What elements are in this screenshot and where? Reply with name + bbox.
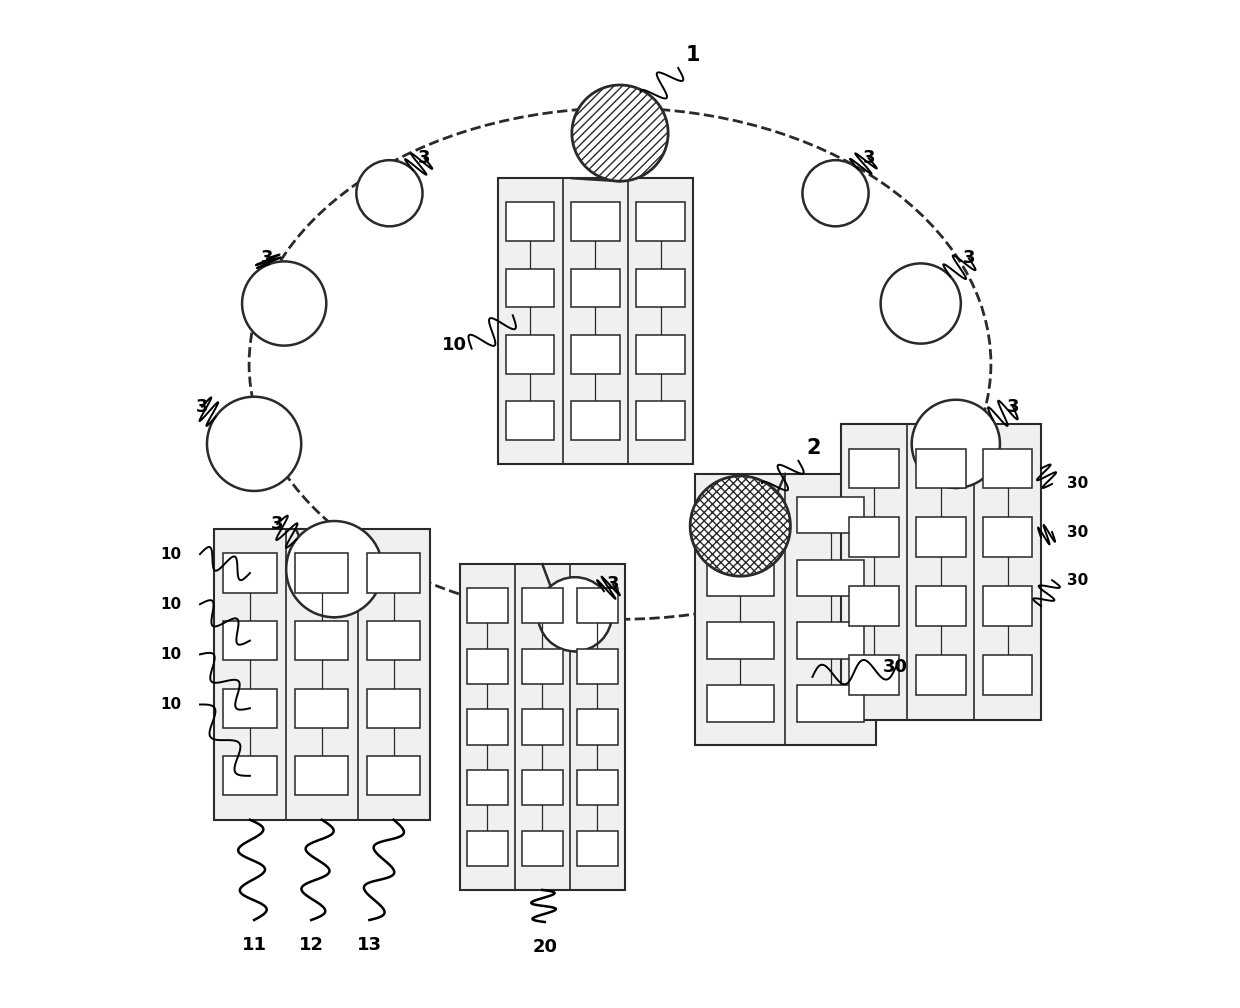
Text: 11: 11 [242, 936, 267, 955]
Bar [506, 335, 554, 374]
Bar [522, 770, 563, 805]
Text: 13: 13 [357, 936, 382, 955]
Text: 12: 12 [299, 936, 324, 955]
Bar [707, 623, 774, 659]
Bar [497, 178, 693, 464]
Text: 3: 3 [606, 576, 619, 593]
Circle shape [802, 160, 868, 227]
Bar [849, 449, 899, 489]
Bar [572, 268, 620, 307]
Bar [367, 553, 420, 593]
Circle shape [538, 578, 613, 651]
Bar [367, 688, 420, 728]
Bar [506, 203, 554, 241]
Bar [506, 401, 554, 439]
Text: 10: 10 [161, 597, 182, 612]
Text: 30: 30 [1068, 524, 1089, 539]
Bar [572, 203, 620, 241]
Bar [223, 621, 277, 660]
Text: 10: 10 [161, 647, 182, 662]
Bar [636, 203, 684, 241]
Bar [797, 559, 864, 596]
Bar [522, 589, 563, 623]
Bar [707, 497, 774, 533]
Circle shape [691, 476, 790, 577]
Text: 10: 10 [441, 336, 466, 354]
Bar [916, 449, 966, 489]
Circle shape [242, 261, 326, 346]
Text: 3: 3 [260, 249, 273, 267]
Bar [983, 655, 1033, 695]
Bar [577, 649, 618, 684]
Circle shape [356, 160, 423, 227]
Bar [577, 831, 618, 866]
Text: 3: 3 [862, 149, 875, 167]
Bar [797, 623, 864, 659]
Circle shape [572, 85, 668, 181]
Bar [466, 649, 507, 684]
Bar [636, 335, 684, 374]
Text: 3: 3 [962, 249, 975, 267]
Bar [797, 685, 864, 722]
Bar [522, 710, 563, 745]
Text: 2: 2 [806, 437, 821, 458]
Bar [572, 401, 620, 439]
Bar [849, 655, 899, 695]
Text: 3: 3 [196, 398, 208, 415]
Circle shape [286, 521, 382, 617]
Bar [295, 756, 348, 795]
Bar [577, 710, 618, 745]
Text: 20: 20 [532, 938, 557, 956]
Bar [506, 268, 554, 307]
Bar [577, 770, 618, 805]
Bar [466, 710, 507, 745]
Text: 30: 30 [883, 658, 908, 676]
Text: 3: 3 [270, 515, 284, 533]
Text: 30: 30 [1068, 573, 1089, 588]
Bar [916, 655, 966, 695]
Bar [295, 553, 348, 593]
Bar [696, 474, 875, 745]
Bar [223, 553, 277, 593]
Bar [367, 621, 420, 660]
Bar [983, 449, 1033, 489]
Bar [223, 756, 277, 795]
Bar [466, 589, 507, 623]
Bar [841, 423, 1042, 720]
Bar [707, 559, 774, 596]
Bar [460, 564, 625, 890]
Bar [466, 770, 507, 805]
Bar [295, 621, 348, 660]
Circle shape [880, 263, 961, 344]
Bar [849, 586, 899, 626]
Text: 10: 10 [161, 697, 182, 712]
Bar [522, 831, 563, 866]
Bar [849, 517, 899, 557]
Circle shape [207, 397, 301, 491]
Bar [916, 586, 966, 626]
Bar [295, 688, 348, 728]
Bar [367, 756, 420, 795]
Bar [577, 589, 618, 623]
Bar [636, 268, 684, 307]
Text: 30: 30 [1068, 477, 1089, 492]
Text: 3: 3 [1007, 398, 1019, 415]
Bar [916, 517, 966, 557]
Bar [636, 401, 684, 439]
Text: 10: 10 [161, 546, 182, 561]
Text: 3: 3 [418, 149, 430, 167]
Bar [466, 831, 507, 866]
Circle shape [911, 400, 999, 488]
Bar [983, 517, 1033, 557]
Bar [572, 335, 620, 374]
Bar [707, 685, 774, 722]
Bar [215, 529, 429, 820]
Bar [983, 586, 1033, 626]
Text: 1: 1 [686, 45, 701, 65]
Bar [223, 688, 277, 728]
Bar [522, 649, 563, 684]
Bar [797, 497, 864, 533]
